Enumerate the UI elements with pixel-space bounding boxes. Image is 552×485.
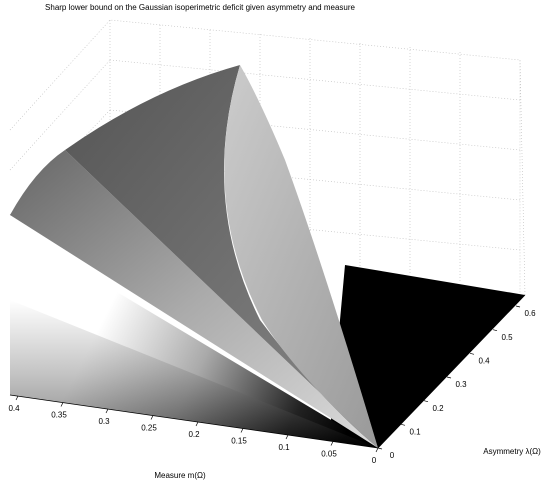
x-axis-label: Measure m(Ω) (154, 471, 206, 480)
x-tick-label: 0.3 (98, 417, 110, 426)
x-tick-label: 0.25 (141, 424, 157, 433)
y-tick-label: 0.5 (501, 333, 513, 342)
y-tick (469, 352, 475, 355)
y-tick (492, 329, 498, 332)
x-tick (375, 447, 379, 453)
x-tick-label: 0 (372, 456, 377, 465)
y-tick (377, 447, 383, 450)
y-tick-label: 0.6 (524, 309, 536, 318)
x-tick (150, 415, 154, 420)
y-tick-label: 0.3 (455, 380, 467, 389)
y-tick-label: 0.4 (478, 356, 490, 365)
x-tick (240, 428, 244, 433)
x-tick-label: 0.2 (188, 430, 200, 439)
y-axis-label: Asymmetry λ(Ω) (483, 447, 541, 456)
x-tick (330, 441, 334, 446)
x-tick-label: 0.1 (278, 443, 290, 452)
x-tick (195, 421, 199, 427)
x-tick-label: 0.4 (8, 404, 20, 413)
y-tick (400, 423, 406, 426)
surface-left (10, 150, 378, 448)
floor (330, 265, 525, 448)
x-tick-label: 0.05 (321, 450, 337, 459)
x-tick (285, 434, 289, 440)
y-tick (423, 400, 429, 403)
surface-mid (65, 65, 378, 448)
x-tick-label: 0.15 (231, 437, 247, 446)
y-tick (515, 305, 521, 308)
chart-title: Sharp lower bound on the Gaussian isoper… (45, 3, 355, 12)
x-tick (105, 408, 109, 414)
x-tick (60, 402, 64, 407)
surface-fan-low (10, 300, 378, 448)
y-tick-label: 0 (390, 451, 395, 460)
y-tick-label: 0.2 (432, 404, 444, 413)
y-tick-label: 0.1 (409, 427, 421, 436)
surface-right (224, 65, 378, 448)
y-tick (446, 376, 452, 379)
y-axis (377, 294, 526, 449)
x-axis (9, 394, 379, 449)
x-tick-label: 0.35 (51, 411, 67, 420)
x-tick (15, 395, 19, 401)
